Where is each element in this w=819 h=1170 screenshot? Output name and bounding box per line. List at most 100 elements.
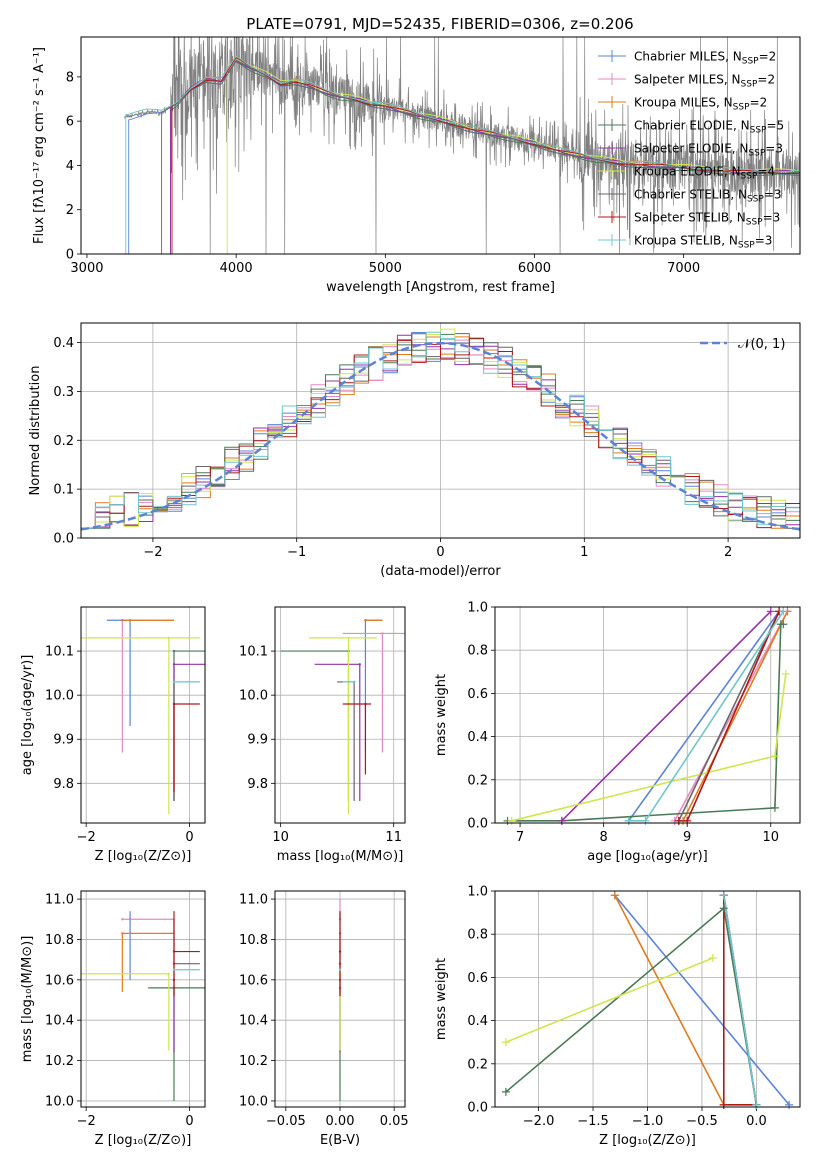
x-tick-label: 11 — [385, 830, 402, 845]
y-tick-label: 10.6 — [45, 973, 74, 988]
y-tick-label: 0.8 — [467, 928, 488, 943]
legend-nssp-value: =2 — [757, 73, 775, 87]
legend-subscript: SSP — [741, 172, 758, 182]
y-tick-label: 1.0 — [467, 601, 488, 616]
point-7 — [172, 702, 176, 706]
point-4 — [358, 663, 361, 666]
figure-title: PLATE=0791, MJD=52435, FIBERID=0306, z=0… — [246, 15, 633, 33]
y-tick-label: 0 — [66, 248, 74, 263]
y-tick-label: 10.4 — [45, 1014, 74, 1029]
panel-weight-vs-Z: −2.0 −1.5 −1.0 −0.5 0.0 0.0 0.2 0.4 0.6 0.8 1.0 Z [… — [434, 885, 801, 1148]
point-7 — [338, 950, 342, 953]
axes-frame — [80, 606, 206, 824]
axes-frame — [80, 322, 801, 539]
legend-entry-8: Kroupa STELIB, NSSP=3 — [634, 234, 772, 251]
y-axis-label: age [log₁₀(age/yr)] — [20, 655, 35, 776]
point-2 — [121, 932, 124, 935]
y-tick-label: 11.0 — [239, 893, 268, 908]
legend-subscript: SSP — [748, 149, 765, 159]
panel-weight-vs-age: 7 8 9 10 0.0 0.2 0.4 0.6 0.8 1.0 age [log₁₀(age/yr… — [434, 601, 801, 864]
weight-marker — [785, 1100, 794, 1109]
weight-marker — [501, 1087, 510, 1096]
x-tick-label: −2 — [77, 830, 96, 845]
y-tick-label: 9.9 — [53, 733, 74, 748]
x-axis-label: wavelength [Angstrom, rest frame] — [326, 280, 555, 295]
x-tick-label: −2 — [77, 1114, 96, 1129]
y-axis-label: Normed distribution — [28, 366, 43, 496]
y-tick-label: 0.4 — [467, 1014, 488, 1029]
x-tick-label: 7000 — [667, 261, 700, 276]
y-tick-label: 1.0 — [467, 885, 488, 900]
y-tick-label: 0.2 — [467, 773, 488, 788]
y-tick-label: 2 — [66, 203, 74, 218]
model-spectrum-5 — [226, 57, 800, 254]
weight-marker — [719, 904, 728, 913]
weight-marker — [674, 816, 683, 825]
y-tick-label: 10.1 — [239, 645, 268, 660]
x-tick-label: 0 — [185, 830, 193, 845]
legend-nssp-value: =3 — [765, 142, 783, 156]
y-tick-label: 10.0 — [45, 689, 74, 704]
x-tick-label: −1 — [287, 545, 306, 560]
weight-line-5 — [505, 957, 714, 1043]
legend-entry-5: Kroupa ELODIE, NSSP=4 — [634, 165, 775, 182]
axes-frame — [494, 890, 801, 1108]
point-7 — [172, 950, 176, 953]
y-tick-label: 11.0 — [45, 893, 74, 908]
x-tick-label: 4000 — [220, 261, 253, 276]
weight-marker — [683, 816, 692, 825]
point-4 — [172, 663, 176, 666]
normal-reference-curve — [81, 341, 800, 531]
y-tick-label: 10.1 — [45, 645, 74, 660]
plot-area-weight-vs-age — [507, 610, 789, 822]
panel-residuals: −2 −1 0 1 2 0.0 0.1 0.2 0.3 0.4 (data-model)/error… — [28, 322, 801, 579]
panel-age-vs-Z: −2 0 9.8 9.9 10.0 10.1 Z [log₁₀(Z/Z⊙)] age [log… — [20, 606, 206, 864]
y-tick-label: 9.8 — [53, 777, 74, 792]
y-tick-label: 0.6 — [467, 971, 488, 986]
weight-line-0 — [614, 894, 790, 1106]
y-tick-label: 10.6 — [239, 973, 268, 988]
weight-marker — [779, 620, 788, 629]
x-tick-label: −1.0 — [632, 1114, 664, 1129]
model-spectrum-7 — [171, 57, 800, 254]
plot-area-age-vs-mass — [280, 619, 405, 815]
plot-area-spectrum — [124, 37, 800, 254]
weight-marker — [781, 669, 790, 678]
y-tick-label: 0.4 — [53, 336, 74, 351]
y-tick-label: 9.9 — [247, 733, 268, 748]
legend-nssp-value: =3 — [755, 234, 773, 248]
x-tick-label: 10 — [272, 830, 289, 845]
y-tick-label: 0.6 — [467, 687, 488, 702]
x-axis-label: age [log₁₀(age/yr)] — [587, 849, 708, 864]
point-7 — [364, 702, 367, 706]
y-tick-label: 10.0 — [239, 1094, 268, 1109]
y-tick-label: 0.2 — [467, 1057, 488, 1072]
weight-line-3 — [505, 906, 758, 1105]
x-tick-label: 10 — [762, 830, 779, 845]
legend-subscript: SSP — [747, 195, 764, 205]
weight-line-3 — [507, 623, 784, 822]
y-tick-label: 10.2 — [239, 1054, 268, 1069]
x-tick-label: −1.5 — [577, 1114, 609, 1129]
plot-area-residuals — [81, 328, 800, 531]
point-3 — [172, 649, 176, 653]
x-tick-label: −2 — [143, 545, 162, 560]
weight-line-0 — [628, 610, 780, 822]
y-tick-label: 0.0 — [467, 817, 488, 832]
plot-area-mass-vs-Z — [81, 911, 205, 1101]
x-tick-label: 8 — [599, 830, 607, 845]
weight-marker — [641, 816, 650, 825]
y-tick-label: 9.8 — [247, 777, 268, 792]
x-tick-label: −2.0 — [523, 1114, 555, 1129]
legend-subscript: SSP — [742, 57, 759, 67]
legend-subscript: SSP — [733, 103, 750, 113]
x-tick-label: 1 — [580, 545, 588, 560]
legend-entry-3: Chabrier ELODIE, NSSP=5 — [634, 119, 784, 136]
point-8 — [352, 680, 356, 684]
weight-line-8 — [723, 895, 758, 1105]
weight-marker — [610, 891, 619, 900]
y-tick-label: 10.4 — [239, 1014, 268, 1029]
weight-marker — [557, 816, 566, 825]
